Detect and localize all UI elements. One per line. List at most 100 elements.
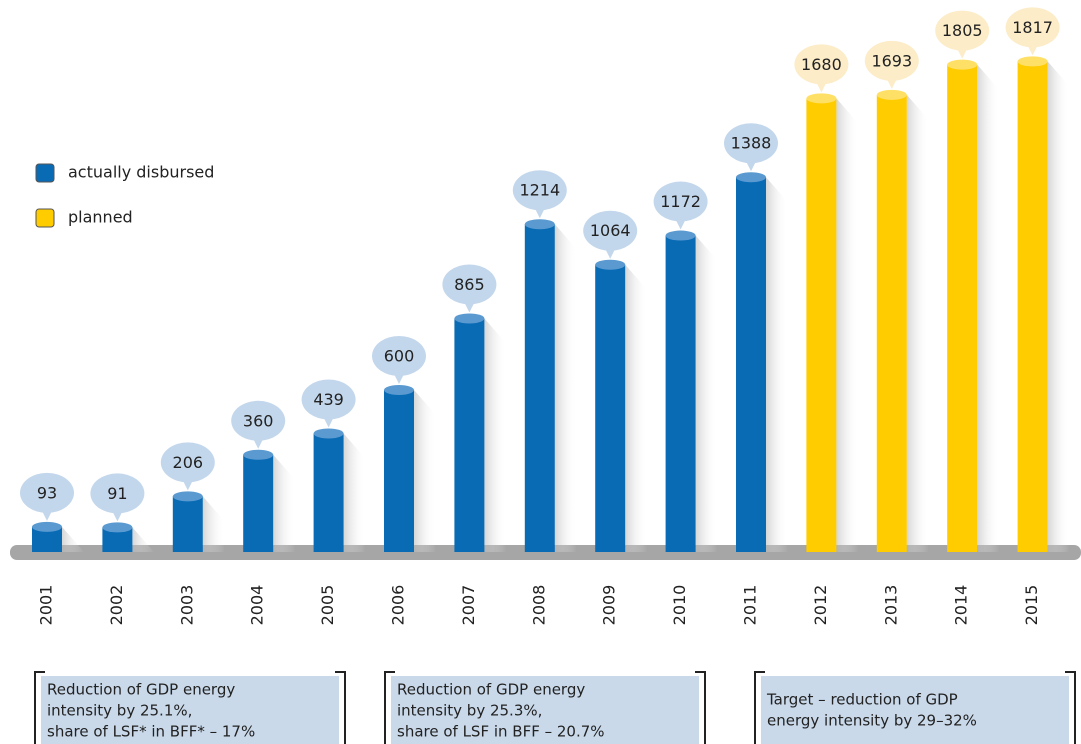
x-tick-label: 2001 xyxy=(37,585,56,626)
x-tick-label: 2004 xyxy=(248,585,267,626)
data-label: 1817 xyxy=(1012,18,1053,37)
bar-cap xyxy=(595,259,626,270)
note-text: Target – reduction of GDP xyxy=(766,691,958,709)
bar-shadow xyxy=(836,98,859,553)
bar-cap xyxy=(736,172,766,183)
label-bubble xyxy=(583,210,638,251)
bar-cap xyxy=(32,521,62,532)
note-text: Reduction of GDP energy xyxy=(47,681,235,699)
note-text: share of LSF in BFF – 20.7% xyxy=(397,723,605,741)
legend-label: actually disbursed xyxy=(68,163,214,182)
x-tick-label: 2011 xyxy=(741,585,760,626)
bar-cap xyxy=(384,385,414,395)
data-label: 206 xyxy=(173,453,204,472)
x-tick-label: 2002 xyxy=(107,585,126,626)
label-bubble xyxy=(794,44,849,85)
bar-shadow xyxy=(484,318,507,552)
label-bubble xyxy=(20,472,74,513)
data-label: 360 xyxy=(243,411,274,430)
bar xyxy=(736,177,766,553)
x-tick-label: 2006 xyxy=(389,585,408,626)
label-bubble xyxy=(90,473,145,514)
bar xyxy=(454,318,485,552)
note-text: intensity by 25.3%, xyxy=(397,702,542,720)
bracket xyxy=(34,671,346,744)
data-label: 865 xyxy=(454,275,485,294)
bar-shadow xyxy=(202,496,225,552)
note-text: energy intensity by 29–32% xyxy=(767,712,977,730)
bar-cap xyxy=(876,89,907,100)
label-bubble xyxy=(653,181,708,222)
x-tick-label: 2008 xyxy=(529,585,548,626)
bar-cap xyxy=(524,219,555,230)
bar xyxy=(172,496,203,552)
bar-shadow xyxy=(132,527,155,553)
bracket xyxy=(384,671,706,744)
note-box xyxy=(761,676,1069,744)
data-label: 1214 xyxy=(519,181,560,200)
x-tick-label: 2014 xyxy=(952,585,971,626)
label-bubble xyxy=(372,336,426,376)
bar-shadow xyxy=(554,224,577,552)
bar xyxy=(313,433,344,552)
bar-shadow xyxy=(343,433,366,552)
data-label: 1693 xyxy=(871,51,912,70)
bar xyxy=(665,235,696,552)
x-tick-label: 2012 xyxy=(811,585,830,626)
bar xyxy=(876,94,907,552)
x-tick-label: 2005 xyxy=(318,585,337,626)
x-tick-label: 2003 xyxy=(177,585,196,626)
bar-shadow xyxy=(1047,61,1070,552)
label-bubble xyxy=(442,264,497,305)
label-bubble xyxy=(512,170,567,211)
bar xyxy=(243,454,274,552)
note-box xyxy=(391,676,699,744)
label-bubble xyxy=(1005,7,1060,48)
note-text: Reduction of GDP energy xyxy=(397,681,585,699)
note-box xyxy=(41,676,339,744)
bar-cap xyxy=(313,428,344,439)
data-label: 1805 xyxy=(942,21,983,40)
data-label: 93 xyxy=(37,483,57,502)
bar-cap xyxy=(1017,56,1048,67)
legend-swatch xyxy=(35,163,55,183)
data-label: 439 xyxy=(313,390,344,409)
note-text: intensity by 25.1%, xyxy=(47,702,192,720)
bar-shadow xyxy=(766,177,788,553)
label-bubble xyxy=(301,379,356,420)
bar-cap xyxy=(806,93,837,104)
label-bubble xyxy=(724,123,778,164)
bar xyxy=(524,224,555,552)
x-tick-label: 2015 xyxy=(1022,585,1041,626)
label-bubble xyxy=(935,10,990,51)
data-label: 91 xyxy=(107,484,127,503)
label-bubble xyxy=(864,40,919,81)
label-bubble xyxy=(160,442,215,483)
bracket xyxy=(754,671,1076,744)
data-label: 1064 xyxy=(590,221,631,240)
bar-shadow xyxy=(273,454,296,552)
bar xyxy=(384,390,414,552)
note-text: share of LSF* in BFF* – 17% xyxy=(47,723,255,741)
x-tick-label: 2009 xyxy=(600,585,619,626)
bar xyxy=(1017,61,1048,552)
x-tick-label: 2007 xyxy=(459,585,478,626)
bar-shadow xyxy=(977,64,1000,553)
bar xyxy=(595,264,626,552)
x-tick-label: 2013 xyxy=(881,585,900,626)
bar-cap xyxy=(102,522,133,533)
bar xyxy=(947,64,978,553)
bar-cap xyxy=(243,449,274,460)
data-label: 1172 xyxy=(660,192,701,211)
bar-shadow xyxy=(414,390,436,552)
data-label: 600 xyxy=(384,347,415,366)
legend-label: planned xyxy=(68,208,133,227)
bar-shadow xyxy=(62,526,84,552)
data-label: 1388 xyxy=(731,134,772,153)
x-tick-label: 2010 xyxy=(670,585,689,626)
bar-cap xyxy=(947,59,978,70)
legend-swatch xyxy=(35,208,55,228)
label-bubble xyxy=(231,400,286,441)
bar-cap xyxy=(665,230,696,241)
